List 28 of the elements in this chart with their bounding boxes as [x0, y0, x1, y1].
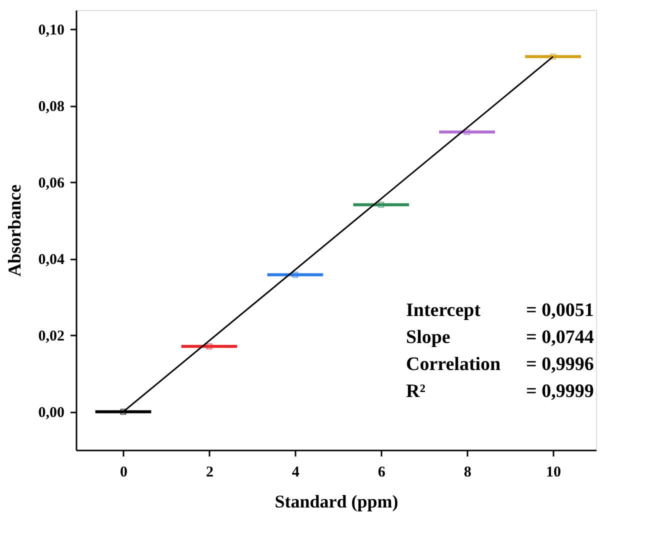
x-tick-label: 0 [120, 464, 128, 480]
annotation: Intercept [406, 300, 482, 321]
point [292, 272, 298, 278]
y-tick-label: 0,00 [38, 405, 64, 422]
point [464, 129, 470, 136]
annotation: = 0,9999 [526, 381, 594, 402]
point [120, 408, 126, 415]
x-tick-label: 10 [546, 464, 562, 480]
y-tick-label: 0,06 [38, 176, 65, 192]
x-tick-label: 2 [206, 464, 214, 480]
annotation: = 0,0051 [526, 300, 594, 321]
y-tick-label: 0,08 [38, 99, 64, 116]
annotation: Correlation [406, 354, 502, 375]
annotation: = 0,9996 [526, 354, 594, 375]
y-tick-label: 0,10 [38, 22, 64, 39]
x-tick-label: 8 [464, 464, 472, 480]
annotation: = 0,0744 [526, 327, 594, 348]
annotation: R² [406, 381, 426, 402]
y-axis-title: Absorbance [4, 184, 24, 277]
point [206, 343, 212, 350]
y-tick-label: 0,04 [38, 252, 65, 268]
y-tick-label: 0,02 [38, 328, 64, 345]
x-axis-title: Standard (ppm) [274, 492, 398, 512]
x-tick-label: 6 [378, 464, 386, 480]
annotation: Slope [406, 327, 450, 348]
x-tick-label: 4 [292, 464, 300, 480]
point [378, 202, 384, 208]
point [550, 54, 556, 60]
